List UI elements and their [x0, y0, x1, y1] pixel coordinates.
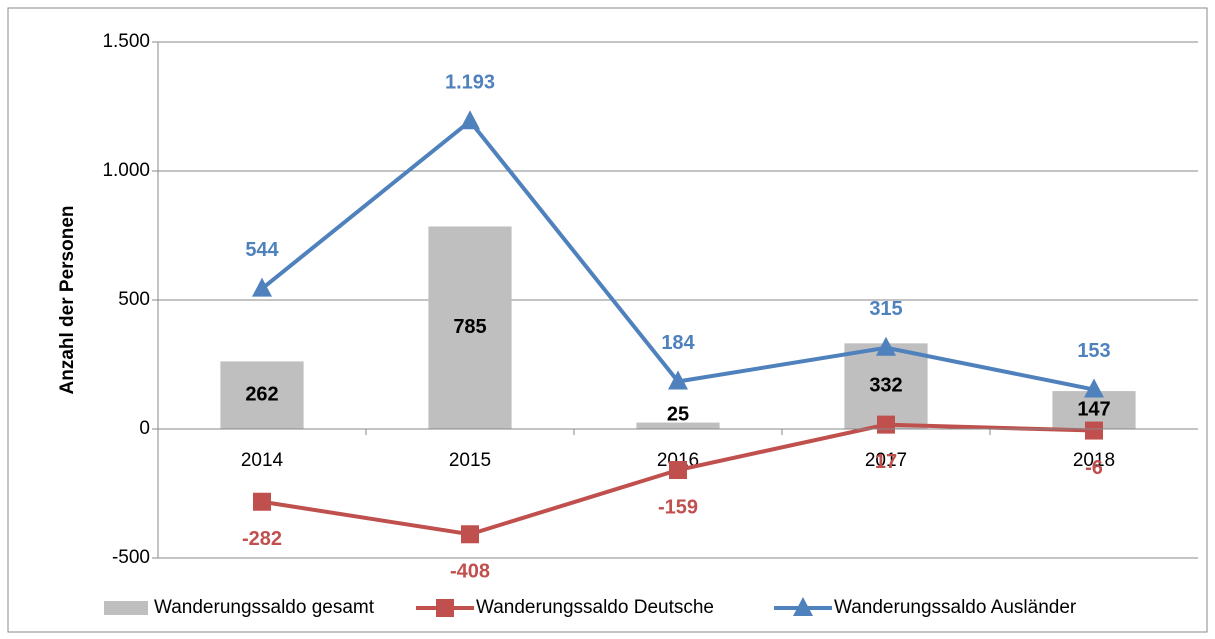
legend-label: Wanderungssaldo Deutsche: [476, 597, 714, 618]
data-label: 184: [661, 332, 695, 354]
marker: [669, 461, 687, 480]
data-label: 315: [869, 298, 902, 320]
marker: [876, 336, 896, 356]
marker: [877, 415, 895, 434]
data-label: 544: [245, 239, 279, 261]
x-tick-label: 2017: [865, 450, 907, 471]
data-label: 262: [245, 383, 278, 405]
legend-swatch: [104, 601, 148, 615]
data-label: 153: [1077, 340, 1110, 362]
bar: [220, 361, 304, 429]
data-label: -6: [1085, 457, 1103, 479]
y-tick-label: 500: [118, 289, 150, 310]
marker: [460, 110, 480, 130]
x-tick-label: 2014: [241, 450, 284, 471]
marker: [793, 597, 813, 616]
marker: [436, 599, 454, 617]
bar: [844, 343, 928, 429]
marker: [668, 370, 688, 390]
marker: [252, 277, 272, 297]
marker: [1084, 378, 1104, 398]
data-label: 17: [875, 451, 897, 473]
chart-border: [7, 7, 1208, 633]
y-tick-label: 0: [139, 418, 150, 439]
legend-label: Wanderungssaldo gesamt: [154, 597, 375, 618]
data-label: 1.193: [445, 71, 495, 93]
marker: [253, 492, 271, 511]
marker: [1085, 421, 1103, 440]
y-tick-label: 1.500: [102, 31, 150, 52]
data-label: -282: [242, 528, 282, 550]
x-tick-label: 2015: [449, 450, 491, 471]
legend-label: Wanderungssaldo Ausländer: [834, 597, 1077, 618]
y-tick-label: 1.000: [102, 160, 150, 181]
y-axis-label: Anzahl der Personen: [57, 206, 78, 395]
bar: [636, 422, 720, 429]
y-tick-label: -500: [112, 547, 150, 568]
data-label: 785: [453, 316, 486, 338]
data-label: -159: [658, 496, 698, 518]
data-label: 25: [667, 403, 689, 425]
marker: [461, 525, 479, 544]
data-label: -408: [450, 561, 490, 583]
data-label: 332: [869, 374, 902, 396]
bar: [428, 226, 512, 429]
x-tick-label: 2018: [1073, 450, 1115, 471]
data-label: 147: [1077, 398, 1110, 420]
